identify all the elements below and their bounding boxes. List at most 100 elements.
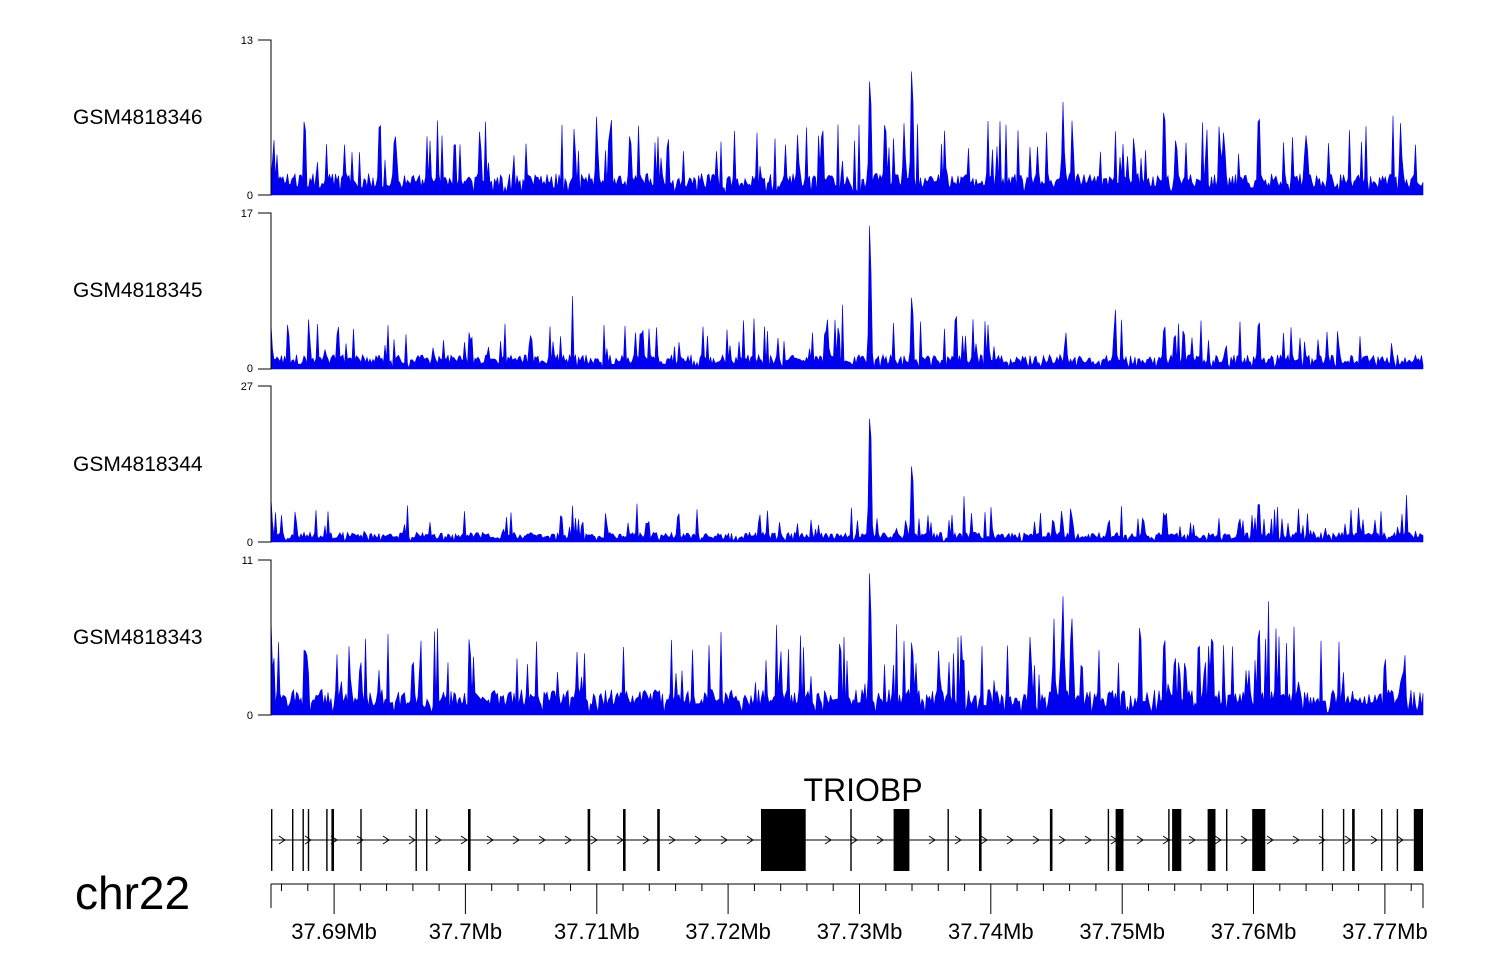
- exon: [1115, 809, 1124, 871]
- track-2-ymin-label: 0: [247, 363, 253, 375]
- strand-arrow: [408, 835, 416, 845]
- strand-arrow: [564, 835, 572, 845]
- strand-arrow: [1136, 835, 1144, 845]
- track-2-signal-area: [270, 225, 1424, 370]
- strand-arrow: [1058, 835, 1066, 845]
- exon: [326, 809, 328, 871]
- track-1-ymax-label: 13: [241, 35, 253, 47]
- exon: [979, 809, 982, 871]
- track-3-signal-area: [270, 418, 1424, 543]
- strand-arrow: [850, 835, 858, 845]
- strand-arrow: [1188, 835, 1196, 845]
- x-tick-label: 37.76Mb: [1211, 919, 1297, 944]
- exon: [761, 809, 806, 871]
- track-label-1: GSM4818346: [73, 106, 203, 129]
- exon: [623, 809, 626, 871]
- exon: [1342, 809, 1345, 871]
- strand-arrow: [1084, 835, 1092, 845]
- track-4-ymin-label: 0: [247, 710, 253, 722]
- strand-arrow: [278, 835, 286, 845]
- strand-arrow: [980, 835, 988, 845]
- strand-arrow: [512, 835, 520, 845]
- track-3-ymin-label: 0: [247, 537, 253, 549]
- strand-arrow: [746, 835, 754, 845]
- strand-arrow: [1240, 835, 1248, 845]
- exon: [468, 809, 471, 871]
- exon: [947, 809, 949, 871]
- exon: [1252, 809, 1266, 871]
- exon: [1413, 809, 1423, 871]
- exon: [292, 809, 294, 871]
- exon: [587, 809, 591, 871]
- strand-arrow: [1266, 835, 1274, 845]
- strand-arrow: [694, 835, 702, 845]
- track-3-y-axis: [258, 385, 272, 543]
- x-tick-label: 37.71Mb: [554, 919, 640, 944]
- strand-arrow: [460, 835, 468, 845]
- exon: [1396, 809, 1399, 871]
- track-1-signal-area: [270, 71, 1424, 196]
- strand-arrow: [304, 835, 312, 845]
- strand-arrow: [876, 835, 884, 845]
- x-tick-label: 37.77Mb: [1342, 919, 1428, 944]
- strand-arrow: [356, 835, 364, 845]
- strand-arrow: [1214, 835, 1222, 845]
- exon: [657, 809, 660, 871]
- strand-arrow: [1006, 835, 1014, 845]
- exon: [850, 809, 852, 871]
- strand-arrow: [1370, 835, 1378, 845]
- exon: [331, 809, 334, 871]
- strand-arrow: [1344, 835, 1352, 845]
- strand-arrow: [928, 835, 936, 845]
- track-4-signal-area: [270, 573, 1424, 716]
- exon: [1168, 809, 1170, 871]
- track-2-ymax-label: 17: [241, 208, 253, 220]
- track-3-ymax-label: 27: [241, 381, 253, 393]
- strand-arrow: [434, 835, 442, 845]
- exon: [893, 809, 910, 871]
- strand-arrow: [538, 835, 546, 845]
- strand-arrow: [1292, 835, 1300, 845]
- exon: [1207, 809, 1216, 871]
- exon: [302, 809, 304, 871]
- exon: [1226, 809, 1228, 871]
- x-tick-label: 37.74Mb: [948, 919, 1034, 944]
- exon: [1172, 809, 1182, 871]
- strand-arrow: [486, 835, 494, 845]
- x-tick-label: 37.75Mb: [1079, 919, 1165, 944]
- strand-arrow: [954, 835, 962, 845]
- x-tick-label: 37.72Mb: [685, 919, 771, 944]
- track-4-y-axis: [258, 559, 272, 716]
- x-tick-label: 37.7Mb: [429, 919, 502, 944]
- gene-name-label: TRIOBP: [803, 772, 922, 808]
- exon: [307, 809, 310, 871]
- track-2-y-axis: [258, 212, 272, 370]
- strand-arrow: [1396, 835, 1404, 845]
- exon: [415, 809, 417, 871]
- strand-arrow: [382, 835, 390, 845]
- x-axis-ticks: 37.69Mb 37.7Mb 37.71Mb 37.72Mb 37.73Mb 37.74M…: [270, 884, 1428, 944]
- exon: [1107, 809, 1110, 871]
- strand-arrow: [1318, 835, 1326, 845]
- track-label-4: GSM4818343: [73, 626, 203, 649]
- track-label-3: GSM4818344: [73, 453, 203, 476]
- track-4-ymax-label: 11: [242, 555, 253, 567]
- exon: [1321, 809, 1324, 871]
- gene-model: [271, 809, 1423, 871]
- exons: [271, 809, 1423, 871]
- y-axes: [258, 39, 272, 716]
- exon: [426, 809, 428, 871]
- exon: [1381, 809, 1383, 871]
- exon: [360, 809, 362, 871]
- strand-arrows: [278, 835, 1404, 845]
- signal-tracks: [270, 71, 1424, 716]
- strand-arrow: [642, 835, 650, 845]
- strand-arrow: [668, 835, 676, 845]
- x-tick-label: 37.69Mb: [291, 919, 377, 944]
- exon: [1049, 809, 1053, 871]
- chromosome-label: chr22: [75, 867, 190, 919]
- strand-arrow: [590, 835, 598, 845]
- exon: [271, 809, 273, 871]
- track-1-y-axis: [258, 39, 272, 196]
